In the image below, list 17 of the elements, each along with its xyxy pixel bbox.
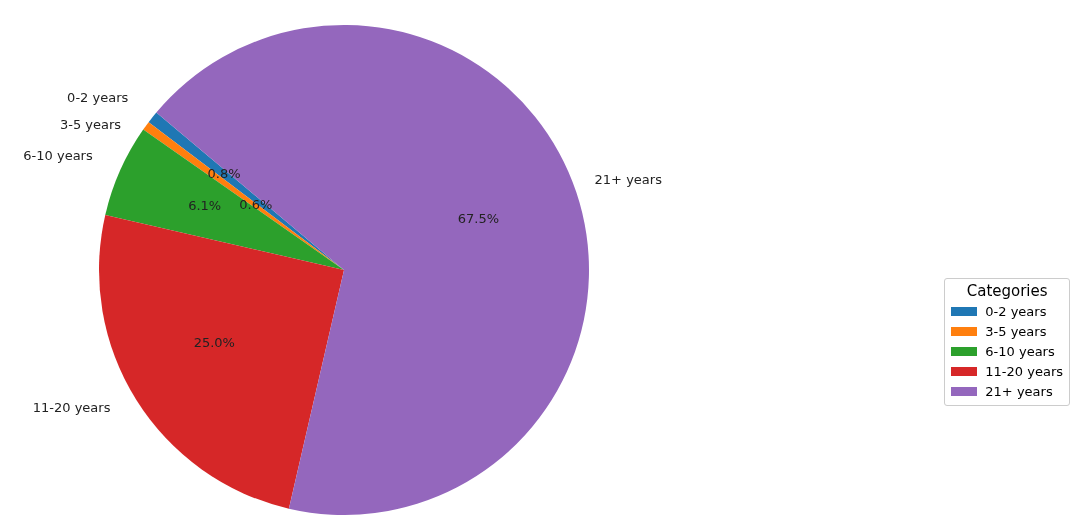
- data-label: 6.1%: [188, 197, 222, 213]
- slice-label: 6-10 years: [23, 147, 93, 163]
- legend-label: 11-20 years: [985, 362, 1063, 381]
- pie-slice: [156, 25, 589, 515]
- legend-label: 21+ years: [985, 382, 1053, 401]
- slice-label: 3-5 years: [59, 116, 122, 132]
- legend-label: 6-10 years: [985, 342, 1055, 361]
- data-label: 0.8%: [207, 165, 241, 181]
- data-label: 25.0%: [193, 335, 235, 351]
- data-label: 0.6%: [239, 196, 273, 212]
- data-label: 67.5%: [457, 210, 500, 226]
- slice-label: 0-2 years: [67, 89, 129, 105]
- slice-label: 11-20 years: [32, 400, 111, 416]
- legend-label: 0-2 years: [985, 302, 1047, 321]
- slice-label: 21+ years: [594, 171, 663, 187]
- legend-label: 3-5 years: [985, 322, 1047, 341]
- legend-title: Categories: [965, 281, 1049, 300]
